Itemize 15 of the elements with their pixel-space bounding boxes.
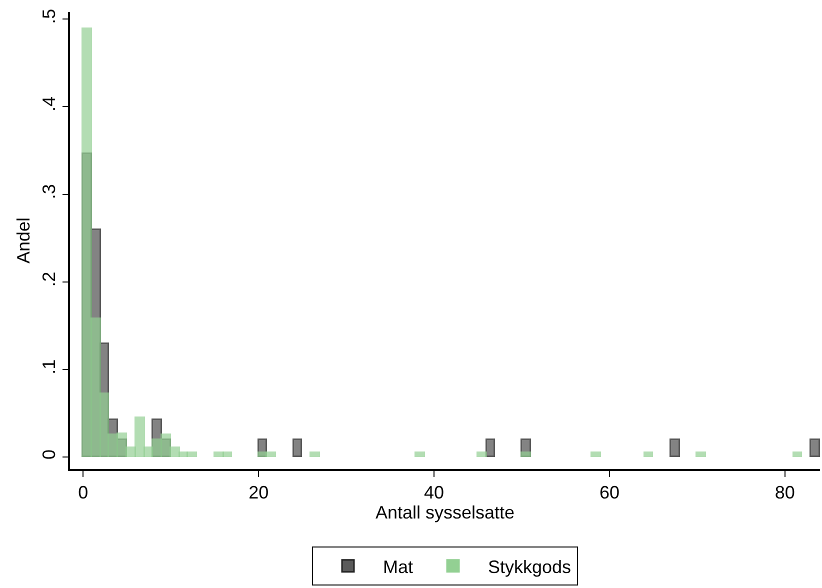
legend-label: Stykkgods xyxy=(488,556,572,577)
y-tick-label: .3 xyxy=(39,184,60,200)
x-axis-title: Antall sysselsatte xyxy=(375,502,515,522)
x-tick-label: 20 xyxy=(248,482,269,502)
y-tick-label: .4 xyxy=(39,96,60,112)
x-tick-label: 80 xyxy=(774,482,795,502)
x-tick-label: 40 xyxy=(424,482,444,502)
legend-label: Mat xyxy=(383,556,414,577)
y-tick-label: 0 xyxy=(39,449,60,460)
x-tick-label: 60 xyxy=(599,482,620,502)
x-tick-label: 0 xyxy=(78,482,88,502)
y-tick-label: .5 xyxy=(39,8,60,24)
y-tick-label: .2 xyxy=(39,272,60,287)
y-axis-title: Andel xyxy=(14,217,34,264)
y-tick-label: .1 xyxy=(39,359,60,374)
